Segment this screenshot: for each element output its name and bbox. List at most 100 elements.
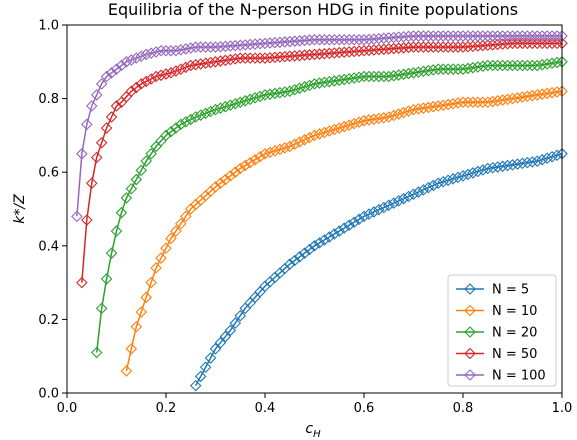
data-point [521,30,534,42]
y-tick-label: 0.6 [38,166,59,181]
data-point [244,156,256,169]
legend-entry: N = 100 [456,369,546,384]
legend-entry: N = 5 [456,283,529,298]
data-point [288,83,301,96]
data-point [288,254,301,267]
data-point [422,41,435,53]
data-point [298,49,311,61]
data-point [358,114,370,127]
data-point [526,30,539,42]
data-point [184,59,197,72]
data-point [531,37,544,50]
data-point [402,30,415,43]
data-point [382,32,395,44]
legend-box [447,274,557,387]
data-point [442,98,454,111]
data-point [516,30,529,42]
data-point [412,30,425,42]
data-point [368,33,380,45]
data-point [407,41,420,53]
data-point [313,33,326,46]
data-point [219,330,232,343]
data-point [387,31,400,44]
data-point [472,165,484,178]
data-point [204,56,217,69]
data-point [313,237,326,249]
data-point [165,232,177,245]
data-point [189,111,202,123]
data-point [199,361,212,374]
data-point [239,95,251,107]
data-point [333,74,346,86]
data-point [551,56,563,69]
data-point [551,149,563,162]
data-point [536,30,548,42]
data-point [298,134,311,146]
data-point [125,54,138,66]
data-point [100,122,113,134]
data-point [387,42,400,55]
data-point [437,99,449,112]
data-point [511,158,524,170]
data-point [110,100,123,112]
data-point [402,67,415,80]
data-point [298,247,311,259]
x-tick-label: 0.8 [453,401,474,416]
data-point [259,52,271,64]
data-point [486,95,499,108]
data-point [274,51,286,63]
data-point [140,155,152,167]
data-point [150,262,162,274]
data-point [194,41,207,53]
data-point [452,97,464,109]
data-point [546,86,558,99]
data-point [120,365,133,377]
data-point [140,291,152,304]
data-point [491,95,504,107]
data-point [110,225,123,237]
data-point [472,96,484,109]
data-point [348,216,360,229]
data-point [125,343,138,355]
data-point [229,39,242,52]
data-point [165,125,177,138]
data-point [224,40,237,52]
data-point [491,59,504,72]
data-point [150,70,162,83]
data-point [323,125,336,137]
data-point [402,190,415,203]
data-point [283,85,296,98]
data-point [481,162,494,175]
data-point [392,195,405,207]
data-point [427,64,440,76]
data-point [110,63,123,75]
data-point [140,75,152,88]
data-point [333,122,346,134]
axes-frame [66,24,563,394]
data-point [442,174,454,187]
legend-marker [464,304,476,317]
data-point [477,96,489,109]
data-point [417,184,430,196]
data-point [382,111,395,123]
data-point [135,78,148,90]
data-point [145,73,157,85]
data-point [145,47,157,59]
data-point [506,159,519,171]
data-point [481,96,494,109]
data-point [100,70,113,83]
data-point [234,52,247,64]
data-point [90,151,103,164]
data-point [264,88,276,100]
data-point [472,30,484,42]
data-point [338,46,350,59]
data-point [264,146,276,159]
data-point [511,30,524,42]
data-point [467,167,479,179]
data-point [338,73,350,86]
data-point [432,41,445,53]
data-point [259,89,271,101]
y-tick-label: 0.2 [38,313,59,328]
data-point [323,47,336,60]
data-point [90,346,103,359]
